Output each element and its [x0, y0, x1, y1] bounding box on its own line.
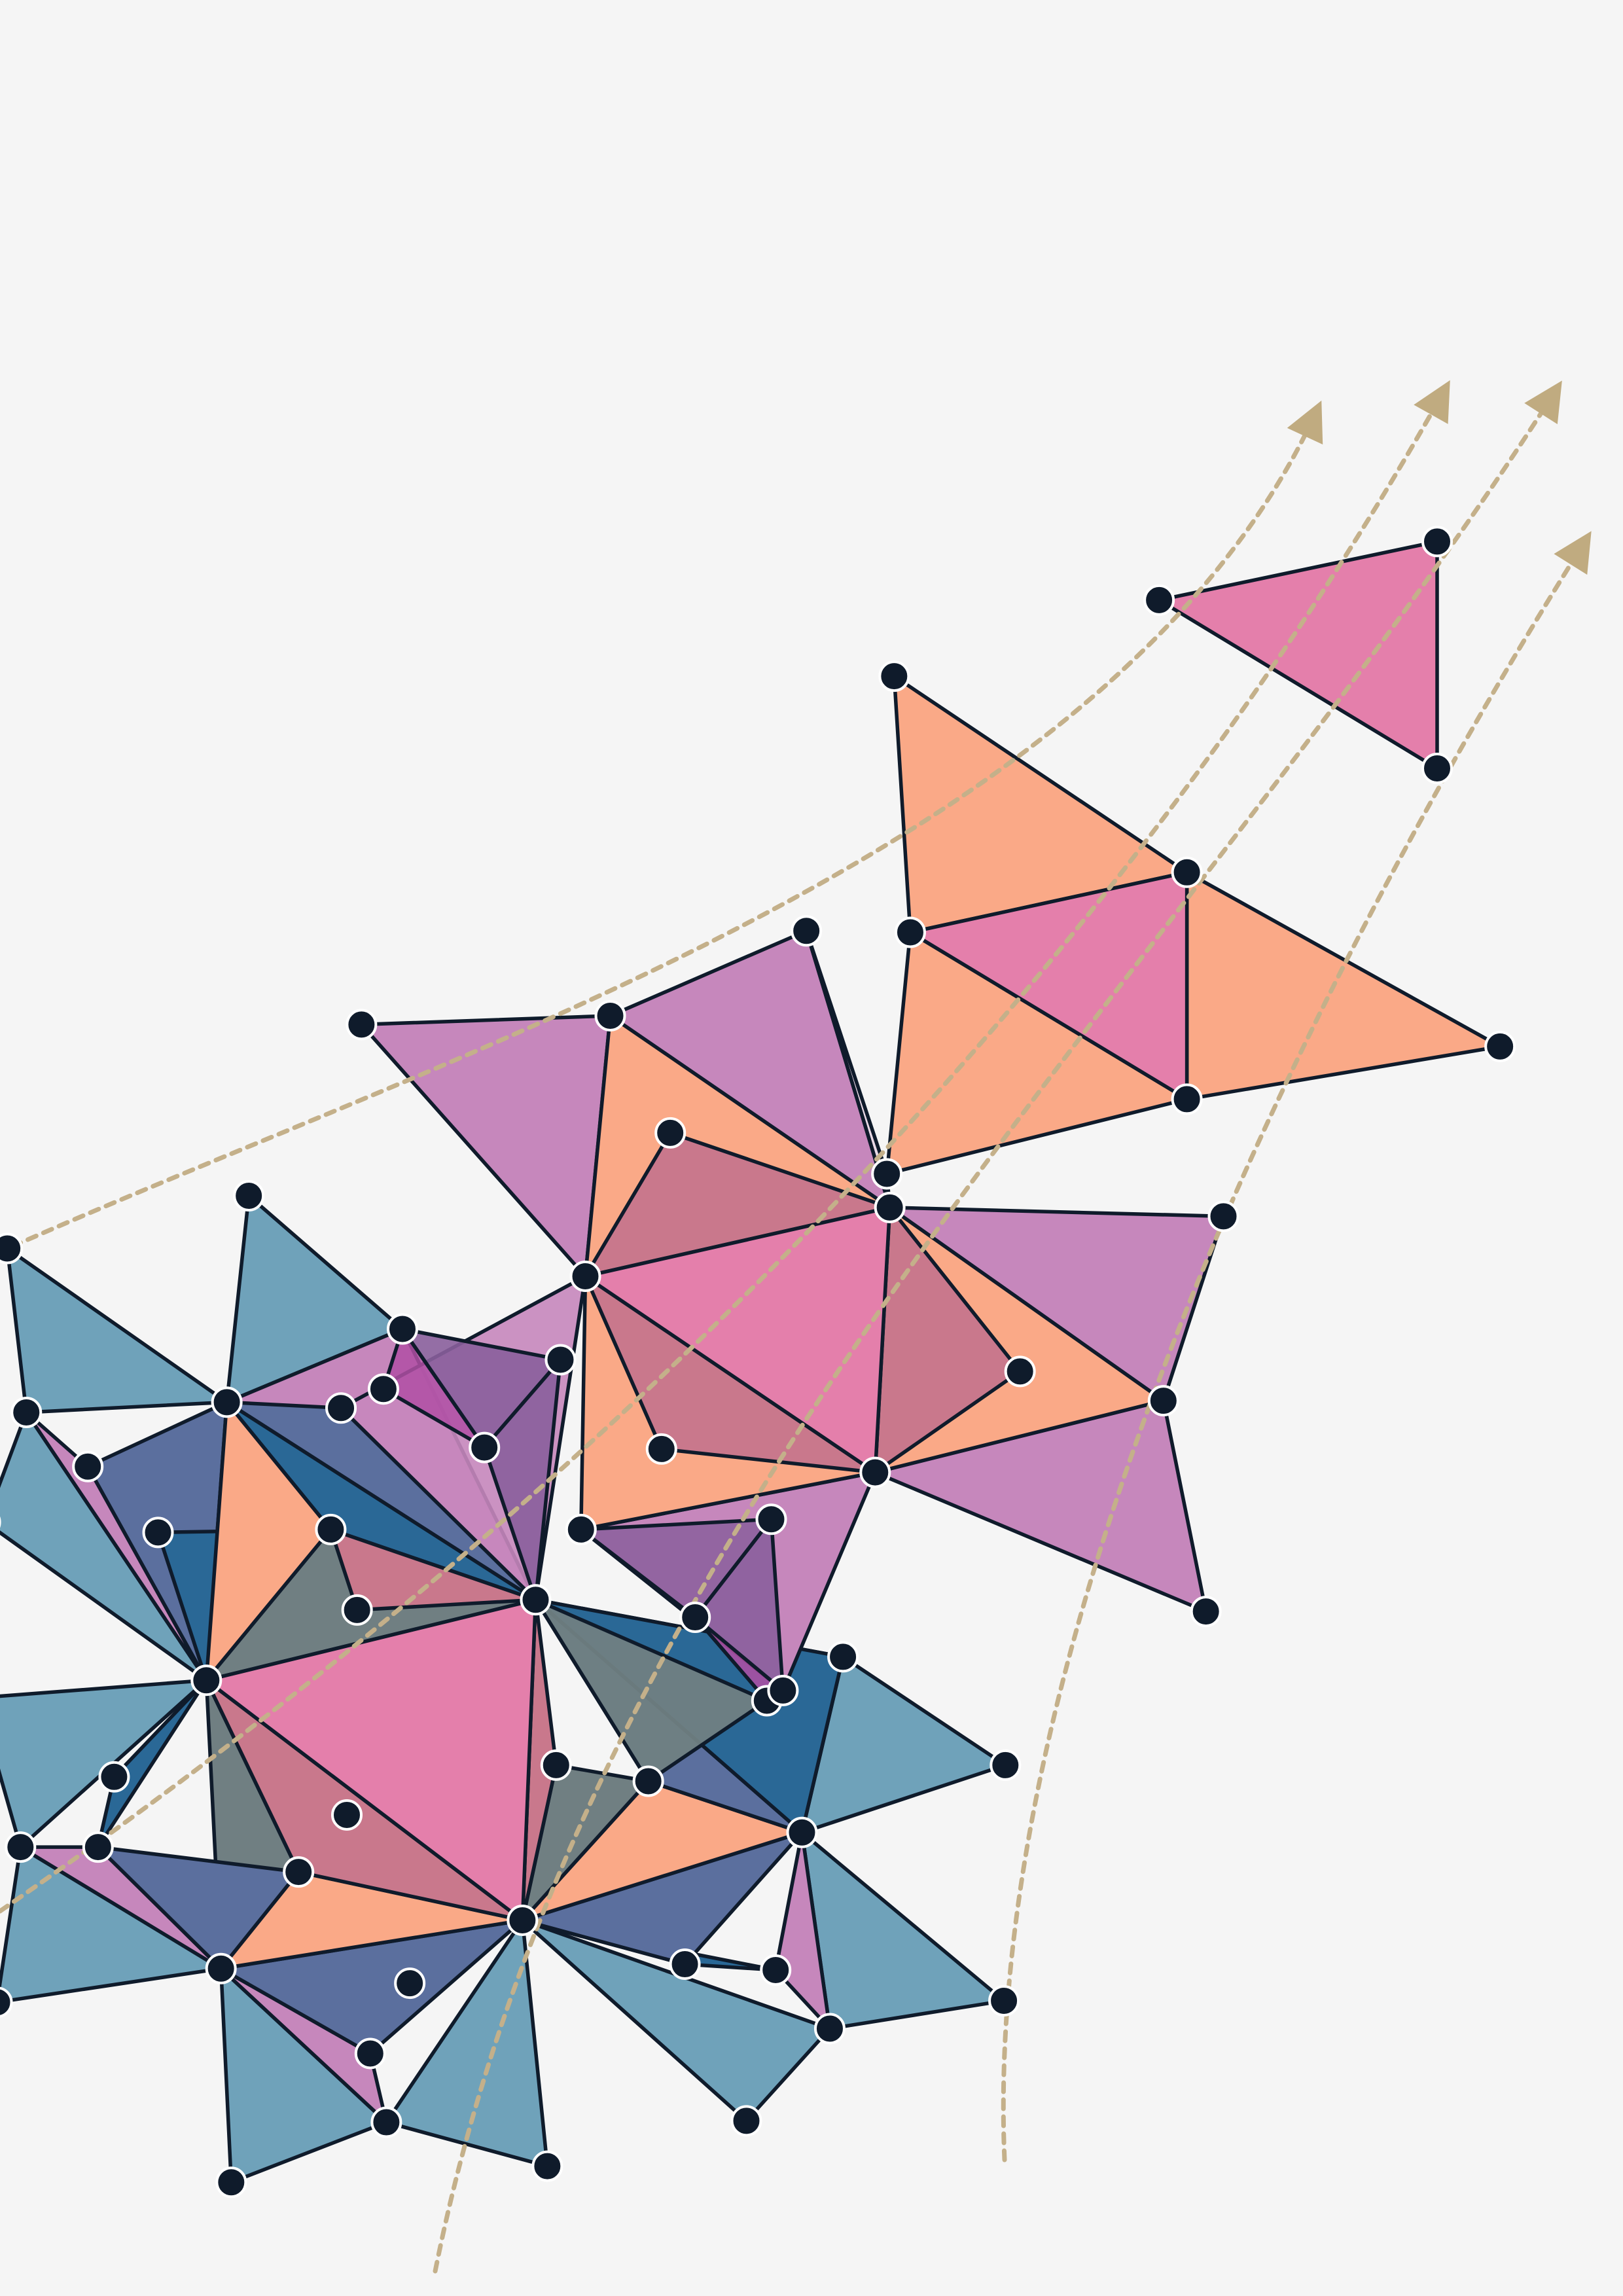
vertex-node	[142, 1516, 174, 1549]
vertex-node	[874, 1191, 906, 1223]
vertex-node	[894, 916, 926, 948]
vertex-node	[315, 1513, 347, 1545]
vertex-node	[1190, 1596, 1222, 1628]
triangle-tile	[583, 1206, 892, 1475]
triangle-tile	[329, 1528, 538, 1612]
vertex-node	[669, 1948, 701, 1981]
vertex-node	[0, 1986, 13, 2018]
vertex-node	[82, 1831, 114, 1863]
vertex-node	[730, 2105, 762, 2137]
vertex-node	[791, 915, 823, 947]
vertex-node	[1207, 1200, 1240, 1232]
vertex-node	[325, 1392, 357, 1424]
vertex-node	[1143, 584, 1175, 616]
vertex-node	[520, 1584, 552, 1616]
vertex-node	[565, 1513, 597, 1545]
vertex-node	[507, 1904, 539, 1936]
vertex-node	[386, 1313, 418, 1345]
flow-path	[433, 390, 1557, 2274]
vertex-node	[190, 1664, 223, 1696]
vertex-node	[283, 1856, 315, 1888]
vertex-node	[1421, 753, 1453, 785]
vertex-node	[1484, 1030, 1516, 1062]
triangle-tile	[204, 1598, 538, 1922]
vertex-node	[540, 1749, 572, 1781]
vertex-node	[594, 999, 626, 1031]
arrowhead-icon	[1524, 380, 1562, 425]
vertex-node	[354, 2037, 386, 2070]
vertex-node	[72, 1450, 104, 1482]
vertex-node	[1147, 1385, 1179, 1417]
vertex-node	[645, 1433, 677, 1465]
vertex-node	[878, 660, 910, 692]
vertex-node	[786, 1816, 818, 1848]
triangle-tile	[382, 1327, 486, 1450]
vertex-node	[990, 1749, 1022, 1781]
vertex-node	[988, 1984, 1020, 2017]
triangle-tile	[774, 1831, 832, 2031]
vertex-node	[205, 1952, 237, 1984]
vertex-node	[767, 1674, 799, 1706]
triangle-tiles	[0, 539, 1502, 2184]
triangle-tile	[384, 1918, 550, 2168]
vertex-node	[211, 1386, 243, 1418]
vertex-node	[544, 1344, 577, 1376]
triangle-tile	[5, 1246, 229, 1414]
vertex-node	[871, 1158, 903, 1190]
triangle-tile	[533, 1598, 769, 1784]
vertex-node	[760, 1954, 792, 1986]
triangle-tile	[579, 1517, 774, 1619]
arrowhead-icon	[1287, 401, 1323, 445]
vertex-node	[394, 1967, 426, 2000]
triangle-tile	[1157, 539, 1439, 770]
vertex-node	[469, 1431, 501, 1463]
vertex-node	[1421, 526, 1453, 558]
triangle-tile	[908, 870, 1189, 1102]
arrowhead-icon	[1414, 380, 1450, 424]
vertex-nodes	[0, 526, 1516, 2198]
flow-paths	[0, 380, 1592, 2274]
flow-path	[1001, 541, 1586, 2162]
vertex-node	[531, 2150, 563, 2182]
vertex-node	[370, 2106, 402, 2138]
vertex-node	[367, 1373, 399, 1405]
vertex-node	[233, 1180, 265, 1212]
vertex-node	[346, 1009, 378, 1041]
vertex-node	[679, 1602, 711, 1634]
vertex-node	[827, 1641, 859, 1673]
triangle-tile	[804, 929, 892, 1210]
triangle-tile	[96, 1678, 209, 1849]
vertex-node	[10, 1396, 43, 1428]
vertex-node	[5, 1831, 37, 1863]
vertex-node	[1171, 856, 1203, 888]
vertex-node	[0, 1232, 24, 1265]
vertex-node	[341, 1594, 373, 1626]
arrowhead-icon	[1554, 531, 1592, 575]
vertex-node	[215, 2166, 247, 2198]
vertex-node	[1004, 1355, 1036, 1388]
vertex-node	[632, 1765, 664, 1797]
vertex-node	[1171, 1083, 1203, 1115]
vertex-node	[654, 1117, 687, 1149]
vertex-node	[98, 1761, 130, 1793]
vertex-node	[859, 1456, 891, 1488]
flow-path	[0, 411, 1318, 1255]
vertex-node	[330, 1799, 363, 1831]
vertex-node	[813, 2013, 846, 2045]
vertex-node	[755, 1503, 787, 1535]
vertex-node	[569, 1261, 601, 1293]
flow-path	[0, 390, 1446, 1914]
